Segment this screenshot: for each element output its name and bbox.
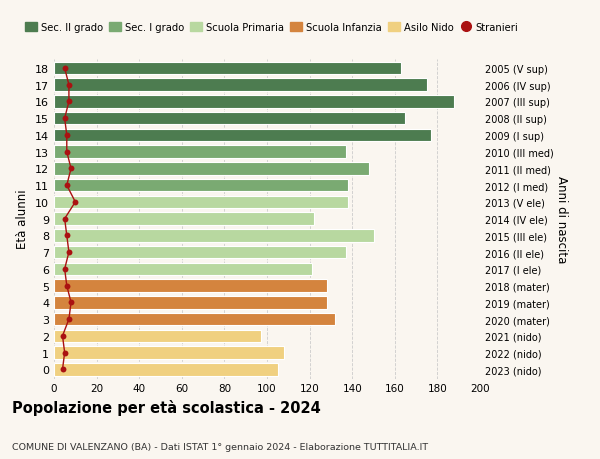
Bar: [54, 163, 369, 175]
Bar: [54, 280, 326, 292]
Bar: [54, 263, 312, 275]
Bar: [54, 363, 278, 376]
Point: [58, 366, 67, 373]
Point: [64, 99, 74, 106]
Point: [62, 232, 71, 240]
Text: COMUNE DI VALENZANO (BA) - Dati ISTAT 1° gennaio 2024 - Elaborazione TUTTITALIA.: COMUNE DI VALENZANO (BA) - Dati ISTAT 1°…: [12, 442, 428, 451]
Bar: [54, 113, 406, 125]
Bar: [54, 347, 284, 359]
Bar: [54, 297, 326, 309]
Bar: [54, 79, 427, 92]
Text: Popolazione per età scolastica - 2024: Popolazione per età scolastica - 2024: [12, 399, 321, 415]
Bar: [54, 213, 314, 225]
Y-axis label: Anni di nascita: Anni di nascita: [554, 176, 568, 263]
Bar: [54, 129, 431, 142]
Point: [60, 266, 70, 273]
Bar: [54, 230, 373, 242]
Point: [60, 115, 70, 123]
Bar: [54, 146, 346, 159]
Point: [64, 316, 74, 323]
Point: [62, 132, 71, 140]
Bar: [54, 196, 348, 209]
Point: [71, 199, 80, 206]
Bar: [54, 62, 401, 75]
Point: [66, 299, 76, 306]
Bar: [54, 313, 335, 325]
Point: [60, 216, 70, 223]
Bar: [54, 246, 346, 259]
Y-axis label: Età alunni: Età alunni: [16, 190, 29, 249]
Point: [58, 332, 67, 340]
Point: [66, 165, 76, 173]
Bar: [54, 330, 260, 342]
Legend: Sec. II grado, Sec. I grado, Scuola Primaria, Scuola Infanzia, Asilo Nido, Stran: Sec. II grado, Sec. I grado, Scuola Prim…: [25, 23, 518, 33]
Point: [64, 82, 74, 89]
Point: [60, 65, 70, 73]
Point: [62, 149, 71, 156]
Point: [62, 282, 71, 290]
Point: [64, 249, 74, 256]
Point: [60, 349, 70, 357]
Bar: [54, 96, 454, 108]
Bar: [54, 179, 348, 192]
Point: [62, 182, 71, 190]
